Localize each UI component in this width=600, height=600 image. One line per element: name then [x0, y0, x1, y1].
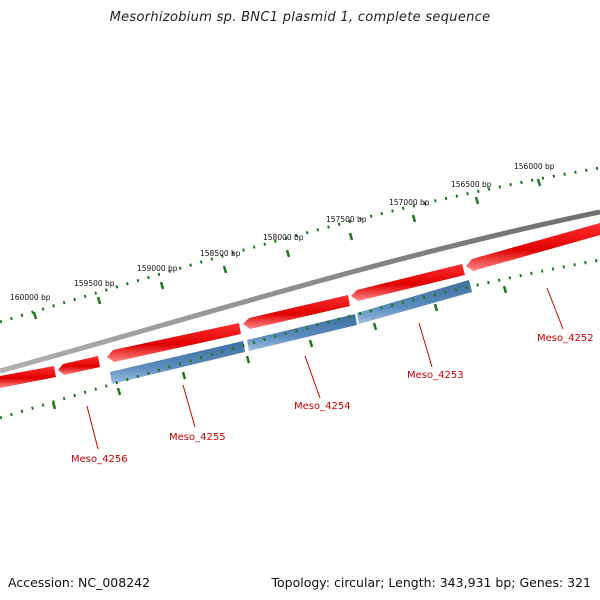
- gene-label[interactable]: Meso_4255: [169, 432, 226, 443]
- reverse-gene-bar: [247, 314, 357, 351]
- gene-label[interactable]: Meso_4252: [537, 333, 594, 344]
- reverse-strand-genes: [110, 280, 472, 384]
- major-tick: [433, 303, 439, 312]
- major-tick: [96, 296, 102, 305]
- inner-major-ticks: [51, 285, 508, 410]
- inner-tick-track: [0, 258, 600, 420]
- forward-gene-arrow: [351, 264, 465, 301]
- scale-labels: 156000 bp 156500 bp 157000 bp 157500 bp …: [10, 162, 555, 302]
- major-tick: [159, 281, 165, 290]
- forward-strand-genes: [0, 223, 600, 388]
- major-tick: [474, 196, 480, 205]
- major-tick: [285, 249, 291, 258]
- gene-leader-lines: [86, 287, 564, 450]
- leader-line: [418, 322, 433, 368]
- major-tick: [411, 214, 417, 223]
- map-title: Mesorhizobium sp. BNC1 plasmid 1, comple…: [109, 10, 491, 25]
- scale-label: 160000 bp: [10, 293, 51, 302]
- scale-label: 157000 bp: [389, 198, 430, 207]
- outer-tick-track: [0, 166, 600, 324]
- major-tick: [32, 311, 38, 320]
- scale-label: 158500 bp: [200, 249, 241, 258]
- forward-gene-arrow: [466, 223, 600, 271]
- scale-label: 159500 bp: [74, 279, 115, 288]
- major-tick: [372, 322, 378, 331]
- leader-line: [182, 384, 196, 428]
- major-tick: [181, 371, 187, 380]
- scale-label: 158000 bp: [263, 233, 304, 242]
- forward-gene-arrow: [0, 366, 56, 388]
- inner-minor-ticks: [0, 258, 600, 420]
- gene-label[interactable]: Meso_4253: [407, 370, 464, 381]
- leader-line: [546, 287, 564, 330]
- forward-gene-arrow: [243, 295, 350, 329]
- major-tick: [51, 401, 57, 410]
- major-tick: [116, 387, 122, 396]
- scale-label: 156000 bp: [514, 162, 555, 171]
- major-tick: [245, 355, 251, 364]
- scale-label: 159000 bp: [137, 264, 178, 273]
- gene-label[interactable]: Meso_4254: [294, 401, 351, 412]
- outer-minor-ticks: [0, 166, 600, 324]
- major-tick: [536, 178, 542, 187]
- leader-line: [304, 355, 321, 399]
- forward-gene-arrow: [58, 356, 100, 375]
- gene-label[interactable]: Meso_4256: [71, 454, 128, 465]
- leader-line: [86, 405, 99, 450]
- sequence-summary: Topology: circular; Length: 343,931 bp; …: [271, 575, 592, 590]
- reverse-gene-bar: [110, 341, 245, 384]
- outer-major-ticks: [32, 178, 542, 320]
- scale-label: 157500 bp: [326, 215, 367, 224]
- major-tick: [308, 339, 314, 348]
- forward-gene-arrow: [107, 323, 241, 362]
- gene-labels: Meso_4252 Meso_4253 Meso_4254 Meso_4255 …: [71, 333, 594, 465]
- reverse-gene-bar: [357, 280, 472, 324]
- major-tick: [502, 285, 508, 294]
- scale-label: 156500 bp: [451, 180, 492, 189]
- accession-text: Accession: NC_008242: [8, 575, 151, 590]
- major-tick: [222, 265, 228, 274]
- plasmid-backbone: [0, 209, 600, 374]
- major-tick: [348, 232, 354, 241]
